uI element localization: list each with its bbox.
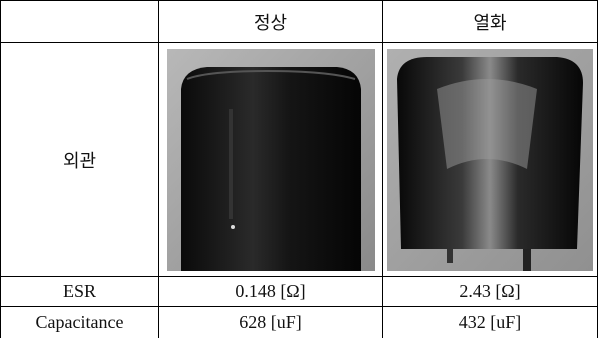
image-cell <box>383 43 597 276</box>
table-cell: 432 [uF] <box>383 307 597 338</box>
degraded-capacitor-photo <box>387 49 593 271</box>
table-cell: 628 [uF] <box>159 307 382 338</box>
normal-capacitor-photo <box>167 49 375 271</box>
corner-cell <box>1 1 158 42</box>
row-header: 외관 <box>1 43 158 276</box>
comparison-table: 정상 열화 외관 ESR 0.148 [Ω] <box>0 0 598 338</box>
column-header: 열화 <box>383 1 597 42</box>
row-header: ESR <box>1 277 158 306</box>
image-cell <box>159 43 382 276</box>
row-header: Capacitance <box>1 307 158 338</box>
column-header: 정상 <box>159 1 382 42</box>
table-cell: 2.43 [Ω] <box>383 277 597 306</box>
table-cell: 0.148 [Ω] <box>159 277 382 306</box>
